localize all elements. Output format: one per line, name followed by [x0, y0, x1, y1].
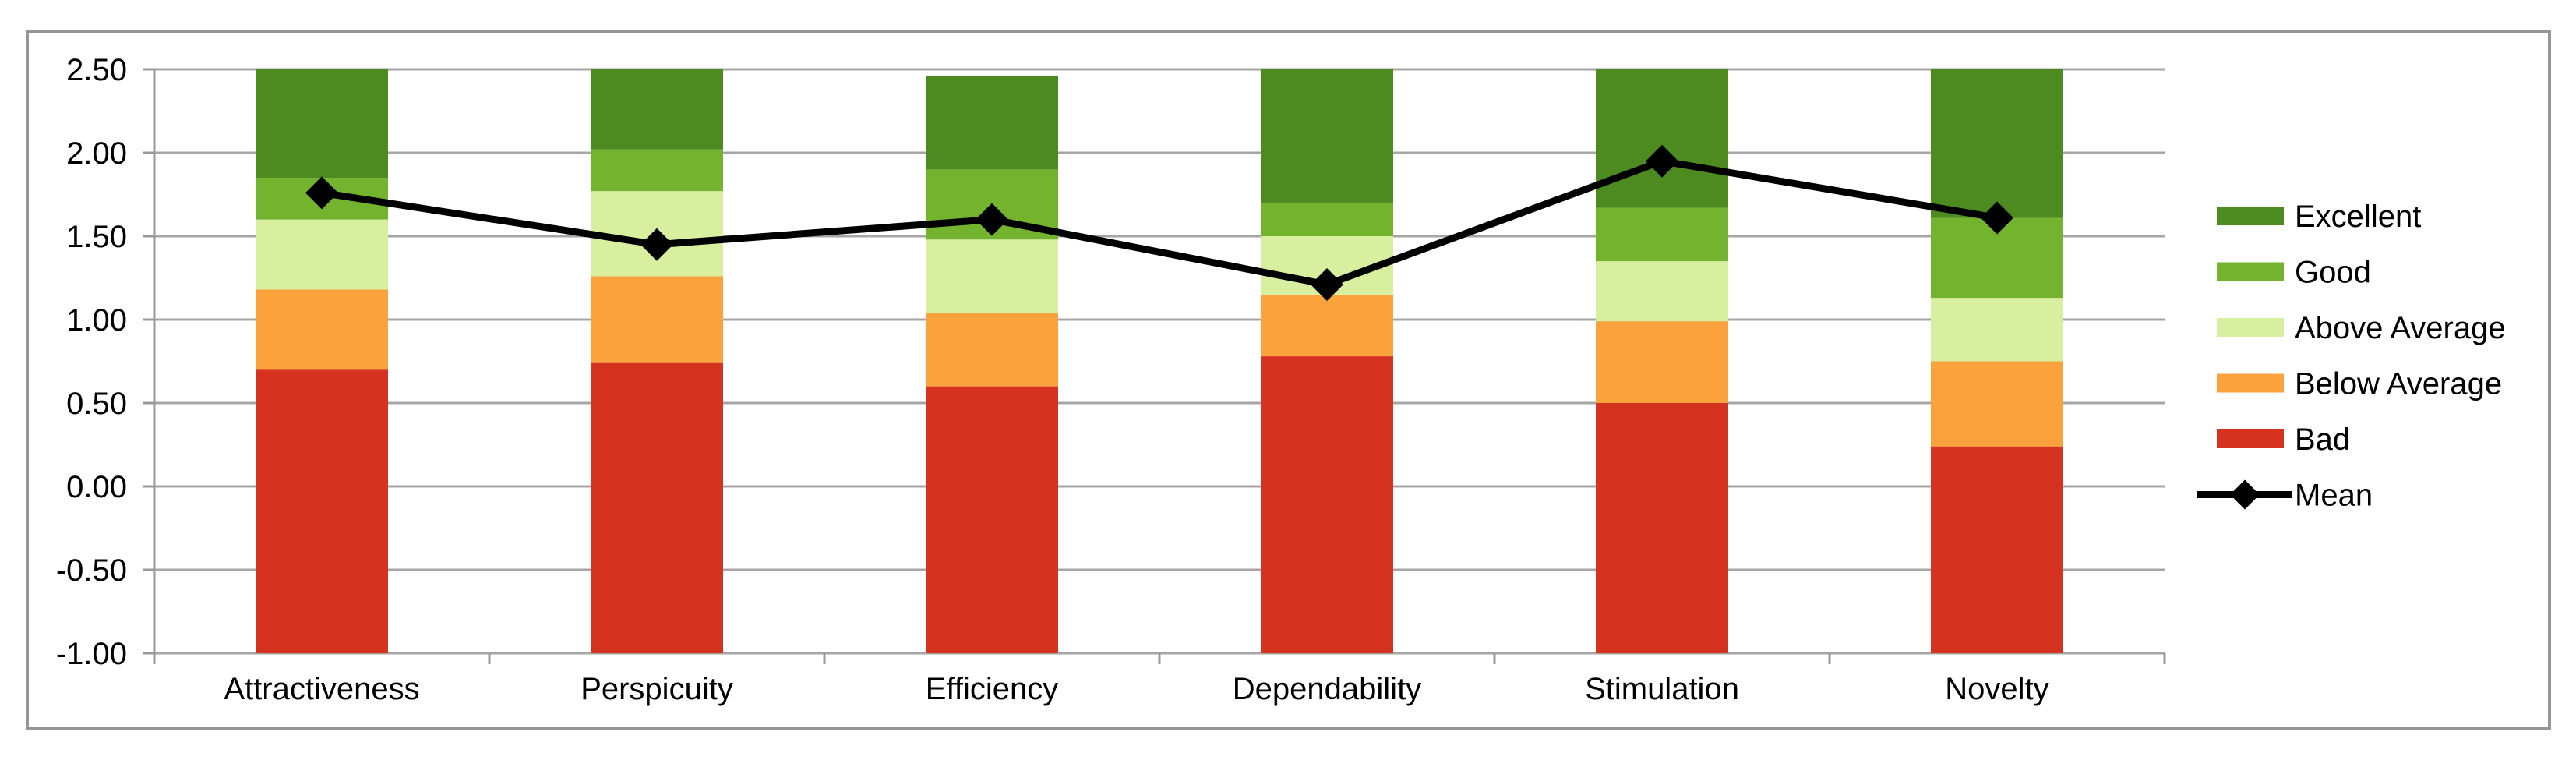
bar-segment-above-average: [1931, 298, 2063, 362]
x-category-label: Stimulation: [1585, 672, 1739, 706]
bar-segment-above-average: [926, 239, 1058, 313]
legend-swatch-above-average: [2217, 318, 2284, 337]
bar-segment-below-average: [1596, 321, 1728, 403]
bar-segment-good: [1596, 207, 1728, 262]
bar-segment-below-average: [926, 313, 1058, 387]
bar-segment-bad: [926, 386, 1058, 653]
bar-segment-bad: [1596, 403, 1728, 653]
x-category-label: Perspicuity: [580, 672, 733, 706]
bar-segment-bad: [1931, 446, 2063, 653]
bar-segment-bad: [1261, 356, 1393, 653]
bar-segment-excellent: [926, 76, 1058, 170]
mean-marker-diamond: [1981, 201, 2013, 235]
legend-label: Good: [2295, 256, 2371, 290]
x-category-label: Attractiveness: [224, 672, 419, 706]
bar-segment-excellent: [591, 69, 723, 150]
mean-marker-diamond: [640, 228, 673, 261]
x-category-label: Novelty: [1945, 672, 2048, 706]
bar-segment-good: [591, 149, 723, 192]
mean-marker-diamond: [1646, 144, 1678, 178]
y-tick-label: 2.50: [66, 53, 127, 87]
y-tick-label: 0.50: [66, 387, 127, 421]
x-category-label: Efficiency: [926, 672, 1058, 706]
y-tick-label: -1.00: [56, 637, 127, 671]
y-tick-label: -0.50: [56, 553, 127, 588]
bar-segment-above-average: [256, 219, 388, 290]
legend-swatch-good: [2217, 262, 2284, 281]
bar-segment-bad: [591, 362, 723, 653]
legend-swatch-excellent: [2217, 207, 2284, 225]
legend-label: Mean: [2295, 479, 2373, 513]
y-tick-label: 0.00: [66, 470, 127, 504]
bar-segment-below-average: [591, 276, 723, 363]
y-tick-label: 1.50: [66, 220, 127, 254]
legend-label: Below Average: [2295, 367, 2502, 401]
bar-segment-excellent: [1596, 69, 1728, 208]
bar-segment-bad: [256, 369, 388, 653]
legend-mean-diamond: [2230, 479, 2260, 510]
y-tick-label: 2.00: [66, 136, 127, 171]
bar-segment-good: [1261, 203, 1393, 236]
bar-segment-excellent: [1931, 69, 2063, 218]
mean-marker-diamond: [976, 203, 1008, 236]
bar-segment-excellent: [256, 69, 388, 179]
y-tick-label: 1.00: [66, 303, 127, 338]
mean-marker-diamond: [1311, 268, 1343, 302]
bar-segment-excellent: [1261, 69, 1393, 203]
bar-segment-below-average: [1261, 294, 1393, 357]
legend-swatch-below-average: [2217, 373, 2284, 393]
mean-line: [321, 157, 1998, 288]
legend-swatch-bad: [2217, 429, 2284, 448]
legend-label: Above Average: [2295, 311, 2506, 345]
bar-segment-above-average: [1596, 261, 1728, 322]
bar-segment-below-average: [256, 289, 388, 370]
legend-label: Bad: [2295, 422, 2350, 457]
legend-label: Excellent: [2295, 200, 2421, 234]
mean-marker-diamond: [305, 176, 338, 210]
bar-segment-below-average: [1931, 361, 2063, 447]
x-category-label: Dependability: [1233, 672, 1421, 706]
